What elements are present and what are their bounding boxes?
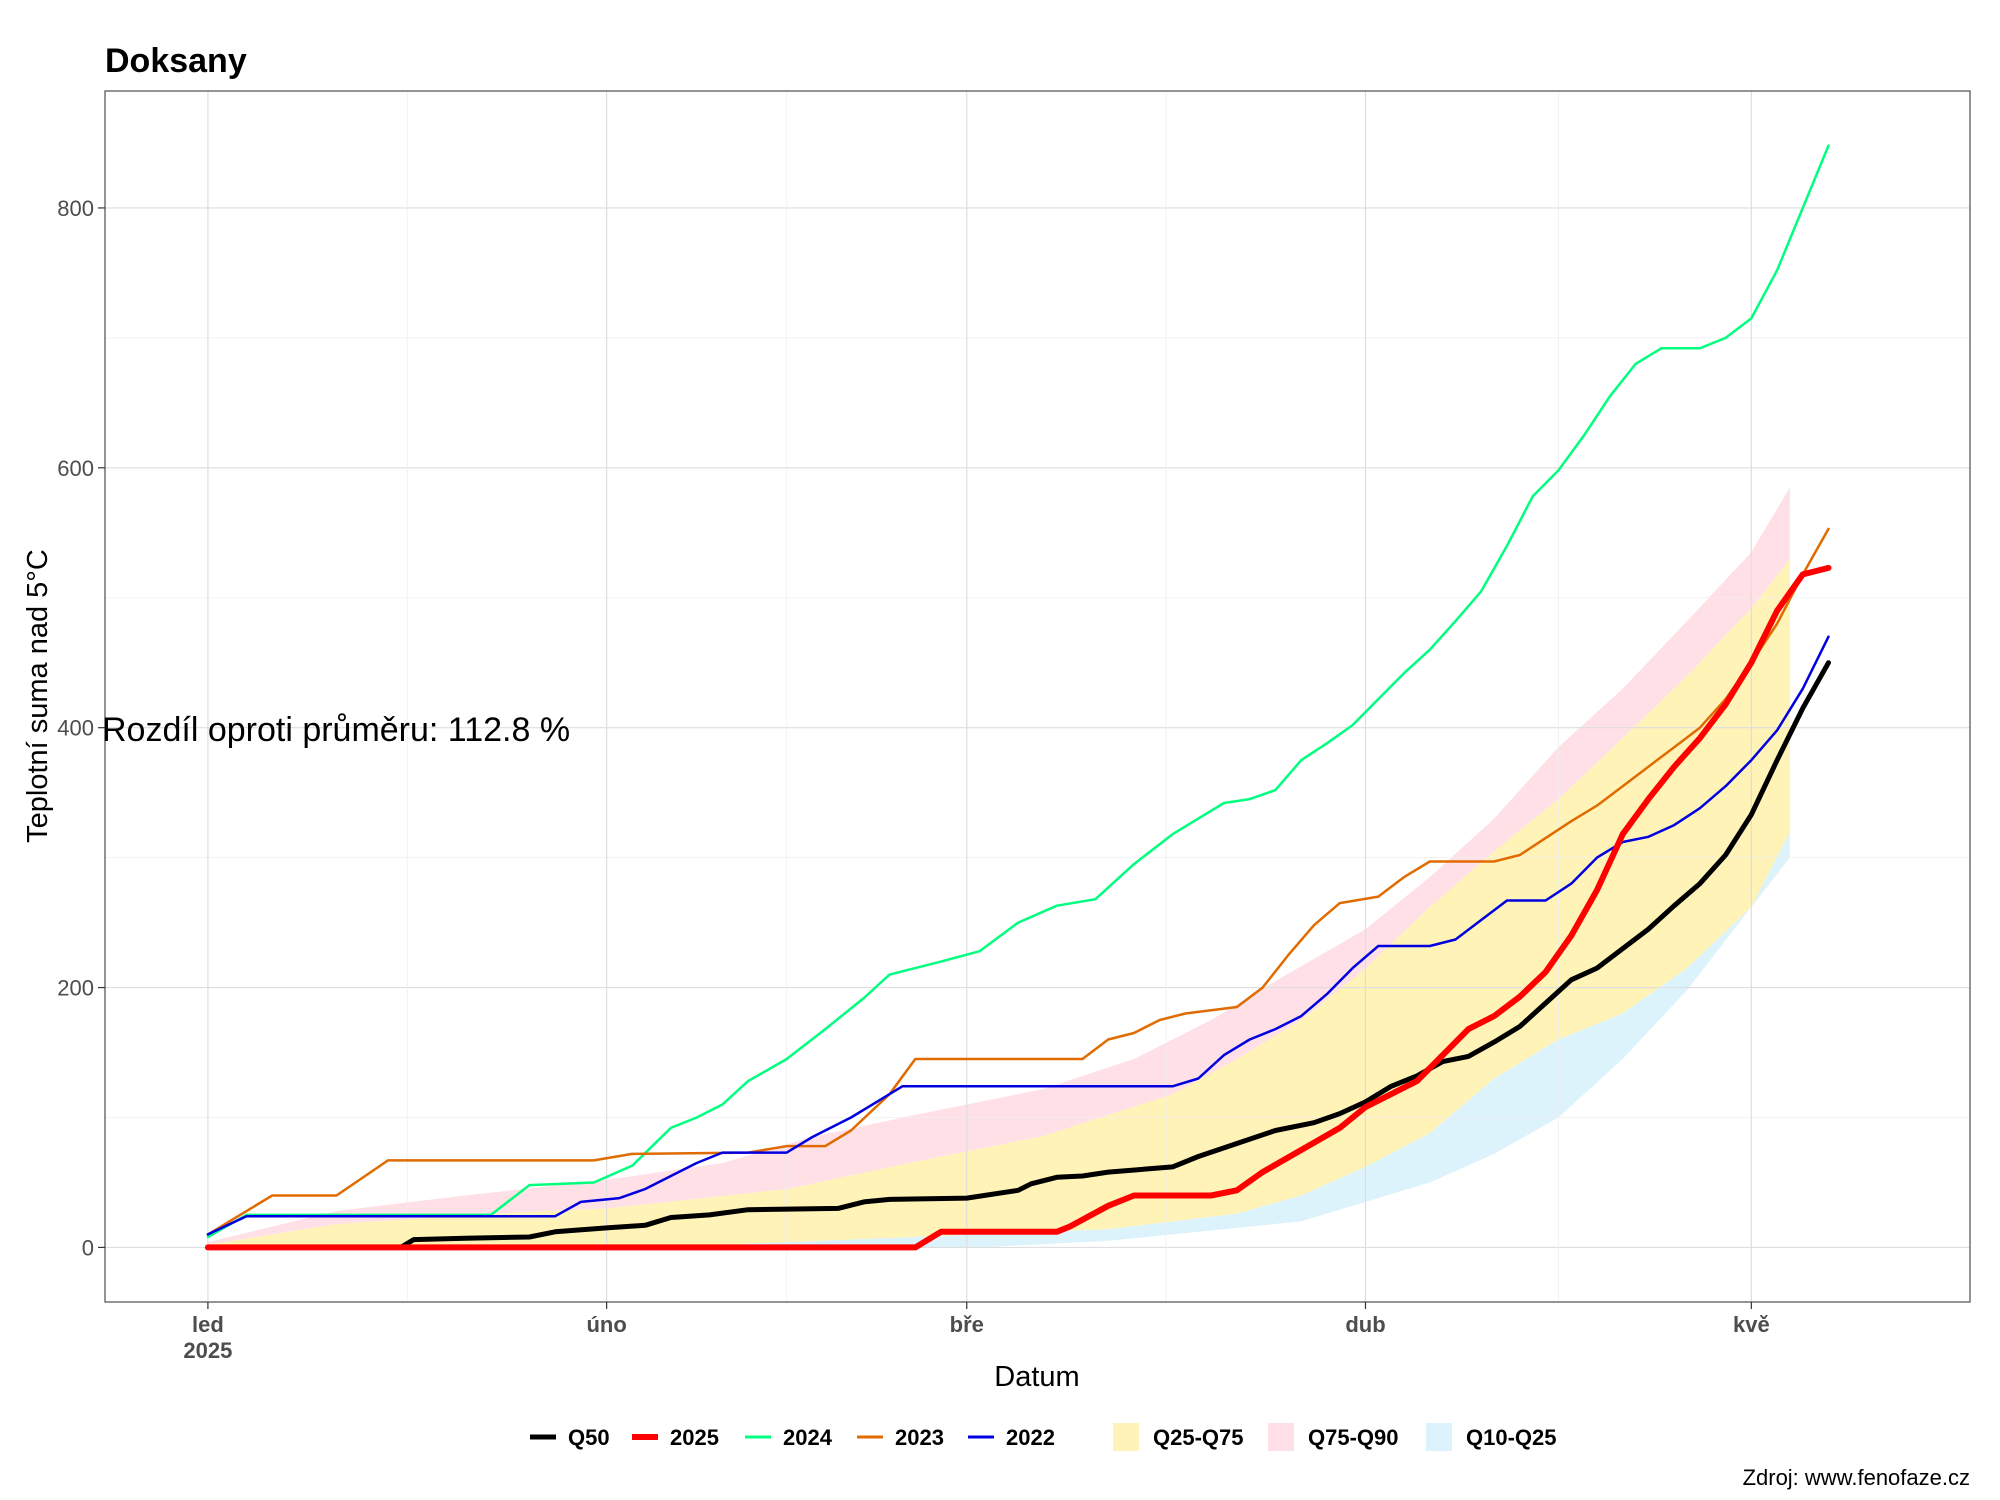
x-tick-label: kvě: [1733, 1312, 1770, 1337]
legend: Q50 2025 2024 2023 2022 Q25-Q75 Q75-Q90 Q10-Q25: [530, 1423, 1557, 1451]
y-axis-title: Teplotní suma nad 5°C: [22, 549, 54, 843]
series-line-2025: [204, 564, 1832, 1251]
series-line-2023: [206, 527, 1830, 1236]
y-tick-label: 400: [57, 716, 94, 741]
legend-label-2024: 2024: [783, 1425, 833, 1450]
band-q75-q90: [207, 487, 1790, 1245]
legend-key-q25-q75: [1113, 1423, 1139, 1451]
band-q25-q75: [207, 558, 1790, 1248]
y-tick-label: 200: [57, 976, 94, 1001]
y-tick-label: 800: [57, 196, 94, 221]
y-tick-label: 600: [57, 456, 94, 481]
legend-label-q75-q90: Q75-Q90: [1308, 1425, 1399, 1450]
difference-annotation: Rozdíl oproti průměru: 112.8 %: [102, 711, 570, 749]
y-tick-label: 0: [82, 1235, 94, 1260]
bands-layer: [207, 487, 1790, 1248]
y-axis: 0 200 400 600 800: [57, 196, 105, 1260]
x-tick-label: led: [192, 1312, 224, 1337]
legend-label-2023: 2023: [895, 1425, 944, 1450]
x-tick-label: bře: [950, 1312, 984, 1337]
x-tick-label: dub: [1345, 1312, 1385, 1337]
legend-label-2022: 2022: [1006, 1425, 1055, 1450]
series-line-2022: [206, 635, 1830, 1236]
legend-key-q75-q90: [1268, 1423, 1294, 1451]
legend-key-q10-q25: [1426, 1423, 1452, 1451]
source-caption: Zdroj: www.fenofaze.cz: [1743, 1465, 1970, 1490]
x-tick-label: úno: [586, 1312, 626, 1337]
series-line-q50: [205, 660, 1831, 1250]
legend-label-q10-q25: Q10-Q25: [1466, 1425, 1557, 1450]
plot-panel-border: [104, 90, 1971, 1303]
x-tick-sublabel: 2025: [183, 1338, 232, 1363]
legend-label-q25-q75: Q25-Q75: [1153, 1425, 1244, 1450]
series-layer: [204, 144, 1832, 1251]
chart-title: Doksany: [105, 42, 247, 80]
series-line-2024: [206, 144, 1830, 1239]
legend-label-q50: Q50: [568, 1425, 610, 1450]
legend-label-2025: 2025: [670, 1425, 719, 1450]
x-axis-title: Datum: [994, 1361, 1079, 1393]
